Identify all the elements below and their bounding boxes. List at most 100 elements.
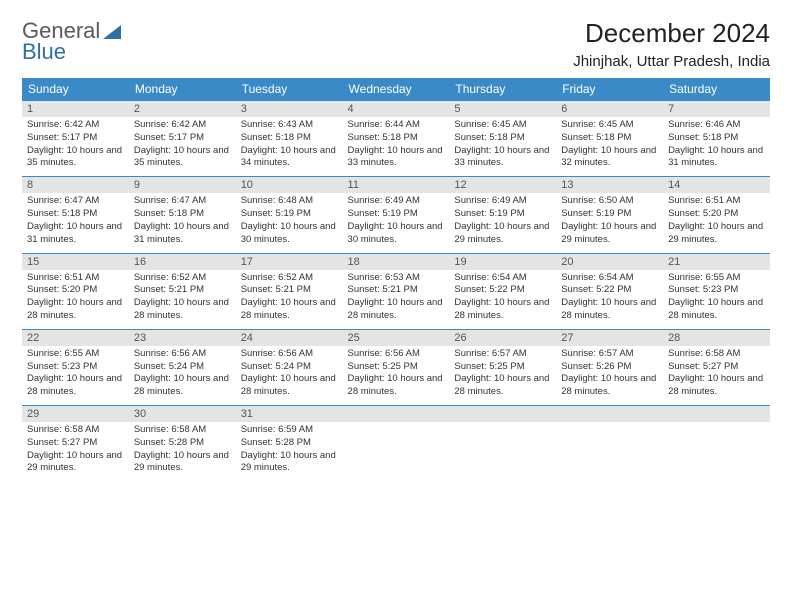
day-number: 10 <box>236 177 343 193</box>
sunrise-line: Sunrise: 6:58 AM <box>668 348 740 359</box>
sunset-line: Sunset: 5:18 PM <box>668 132 738 143</box>
calendar-cell: 9Sunrise: 6:47 AMSunset: 5:18 PMDaylight… <box>129 177 236 253</box>
day-number: 20 <box>556 254 663 270</box>
calendar-row: 1Sunrise: 6:42 AMSunset: 5:17 PMDaylight… <box>22 101 770 177</box>
calendar-cell: 24Sunrise: 6:56 AMSunset: 5:24 PMDayligh… <box>236 329 343 405</box>
daylight-line: Daylight: 10 hours and 29 minutes. <box>134 450 229 474</box>
day-number: 9 <box>129 177 236 193</box>
day-details: Sunrise: 6:57 AMSunset: 5:26 PMDaylight:… <box>556 346 663 405</box>
sunset-line: Sunset: 5:24 PM <box>241 361 311 372</box>
logo-triangle-icon <box>103 25 121 39</box>
sunset-line: Sunset: 5:28 PM <box>134 437 204 448</box>
daylight-line: Daylight: 10 hours and 28 minutes. <box>454 297 549 321</box>
day-number: 5 <box>449 101 556 117</box>
daylight-line: Daylight: 10 hours and 28 minutes. <box>134 373 229 397</box>
calendar-cell <box>663 406 770 482</box>
sunset-line: Sunset: 5:23 PM <box>27 361 97 372</box>
brand-part2: Blue <box>22 42 132 62</box>
calendar-cell: 10Sunrise: 6:48 AMSunset: 5:19 PMDayligh… <box>236 177 343 253</box>
day-details: Sunrise: 6:59 AMSunset: 5:28 PMDaylight:… <box>236 422 343 481</box>
weekday-header: Friday <box>556 78 663 101</box>
day-number: 13 <box>556 177 663 193</box>
day-number: 22 <box>22 330 129 346</box>
sunset-line: Sunset: 5:18 PM <box>454 132 524 143</box>
day-details: Sunrise: 6:57 AMSunset: 5:25 PMDaylight:… <box>449 346 556 405</box>
month-title: December 2024 <box>573 18 770 49</box>
sunrise-line: Sunrise: 6:49 AM <box>454 195 526 206</box>
day-details: Sunrise: 6:54 AMSunset: 5:22 PMDaylight:… <box>556 270 663 329</box>
weekday-header-row: SundayMondayTuesdayWednesdayThursdayFrid… <box>22 78 770 101</box>
day-details: Sunrise: 6:54 AMSunset: 5:22 PMDaylight:… <box>449 270 556 329</box>
calendar-cell: 28Sunrise: 6:58 AMSunset: 5:27 PMDayligh… <box>663 329 770 405</box>
calendar-cell: 4Sunrise: 6:44 AMSunset: 5:18 PMDaylight… <box>343 101 450 177</box>
sunset-line: Sunset: 5:22 PM <box>454 284 524 295</box>
calendar-cell: 8Sunrise: 6:47 AMSunset: 5:18 PMDaylight… <box>22 177 129 253</box>
day-details: Sunrise: 6:43 AMSunset: 5:18 PMDaylight:… <box>236 117 343 176</box>
day-details: Sunrise: 6:58 AMSunset: 5:27 PMDaylight:… <box>22 422 129 481</box>
day-details: Sunrise: 6:42 AMSunset: 5:17 PMDaylight:… <box>129 117 236 176</box>
sunrise-line: Sunrise: 6:55 AM <box>27 348 99 359</box>
calendar-page: General Blue December 2024 Jhinjhak, Utt… <box>0 0 792 499</box>
sunset-line: Sunset: 5:20 PM <box>668 208 738 219</box>
sunrise-line: Sunrise: 6:43 AM <box>241 119 313 130</box>
day-number: 8 <box>22 177 129 193</box>
day-number: 31 <box>236 406 343 422</box>
calendar-cell <box>449 406 556 482</box>
calendar-cell: 26Sunrise: 6:57 AMSunset: 5:25 PMDayligh… <box>449 329 556 405</box>
day-details: Sunrise: 6:45 AMSunset: 5:18 PMDaylight:… <box>449 117 556 176</box>
calendar-row: 22 Sunrise: 6:55 AM Sunset: 5:23 PM Dayligh… <box>22 329 770 405</box>
sunrise-line: Sunrise: 6:54 AM <box>561 272 633 283</box>
daylight-line: Daylight: 10 hours and 35 minutes. <box>134 145 229 169</box>
calendar-cell: 23Sunrise: 6:56 AMSunset: 5:24 PMDayligh… <box>129 329 236 405</box>
sunrise-line: Sunrise: 6:51 AM <box>668 195 740 206</box>
calendar-row: 29Sunrise: 6:58 AMSunset: 5:27 PMDayligh… <box>22 406 770 482</box>
daylight-line: Daylight: 10 hours and 29 minutes. <box>454 221 549 245</box>
daylight-line: Daylight: 10 hours and 30 minutes. <box>348 221 443 245</box>
calendar-cell: 2Sunrise: 6:42 AMSunset: 5:17 PMDaylight… <box>129 101 236 177</box>
day-number: 6 <box>556 101 663 117</box>
day-details: Sunrise: 6:56 AMSunset: 5:24 PMDaylight:… <box>236 346 343 405</box>
daylight-line: Daylight: 10 hours and 28 minutes. <box>241 373 336 397</box>
calendar-cell: 7Sunrise: 6:46 AMSunset: 5:18 PMDaylight… <box>663 101 770 177</box>
calendar-table: SundayMondayTuesdayWednesdayThursdayFrid… <box>22 78 770 481</box>
day-number: 26 <box>449 330 556 346</box>
day-number: 25 <box>343 330 450 346</box>
sunset-line: Sunset: 5:27 PM <box>27 437 97 448</box>
calendar-cell: 17Sunrise: 6:52 AMSunset: 5:21 PMDayligh… <box>236 253 343 329</box>
day-number: 28 <box>663 330 770 346</box>
day-number: 3 <box>236 101 343 117</box>
sunset-line: Sunset: 5:28 PM <box>241 437 311 448</box>
daylight-line: Daylight: 10 hours and 35 minutes. <box>27 145 122 169</box>
day-details: Sunrise: 6:56 AMSunset: 5:25 PMDaylight:… <box>343 346 450 405</box>
sunrise-line: Sunrise: 6:52 AM <box>241 272 313 283</box>
day-details: Sunrise: 6:48 AMSunset: 5:19 PMDaylight:… <box>236 193 343 252</box>
empty-day-number <box>449 406 556 422</box>
daylight-line: Daylight: 10 hours and 33 minutes. <box>454 145 549 169</box>
weekday-header: Tuesday <box>236 78 343 101</box>
daylight-line: Daylight: 10 hours and 33 minutes. <box>348 145 443 169</box>
day-details: Sunrise: 6:51 AMSunset: 5:20 PMDaylight:… <box>22 270 129 329</box>
weekday-header: Thursday <box>449 78 556 101</box>
day-number: 15 <box>22 254 129 270</box>
calendar-cell: 29Sunrise: 6:58 AMSunset: 5:27 PMDayligh… <box>22 406 129 482</box>
sunset-line: Sunset: 5:18 PM <box>241 132 311 143</box>
calendar-cell: 22Sunrise: 6:55 AMSunset: 5:23 PMDayligh… <box>22 329 129 405</box>
daylight-line: Daylight: 10 hours and 28 minutes. <box>668 373 763 397</box>
calendar-cell: 18Sunrise: 6:53 AMSunset: 5:21 PMDayligh… <box>343 253 450 329</box>
day-details: Sunrise: 6:52 AMSunset: 5:21 PMDaylight:… <box>236 270 343 329</box>
sunrise-line: Sunrise: 6:55 AM <box>668 272 740 283</box>
day-number: 19 <box>449 254 556 270</box>
sunrise-line: Sunrise: 6:47 AM <box>27 195 99 206</box>
day-details: Sunrise: 6:42 AMSunset: 5:17 PMDaylight:… <box>22 117 129 176</box>
sunset-line: Sunset: 5:19 PM <box>241 208 311 219</box>
empty-day-number <box>343 406 450 422</box>
sunset-line: Sunset: 5:21 PM <box>241 284 311 295</box>
daylight-line: Daylight: 10 hours and 28 minutes. <box>561 297 656 321</box>
calendar-body: 1Sunrise: 6:42 AMSunset: 5:17 PMDaylight… <box>22 101 770 482</box>
page-header: General Blue December 2024 Jhinjhak, Utt… <box>22 18 770 70</box>
sunrise-line: Sunrise: 6:48 AM <box>241 195 313 206</box>
day-number: 4 <box>343 101 450 117</box>
empty-cell-body <box>343 422 450 472</box>
sunrise-line: Sunrise: 6:59 AM <box>241 424 313 435</box>
daylight-line: Daylight: 10 hours and 29 minutes. <box>668 221 763 245</box>
